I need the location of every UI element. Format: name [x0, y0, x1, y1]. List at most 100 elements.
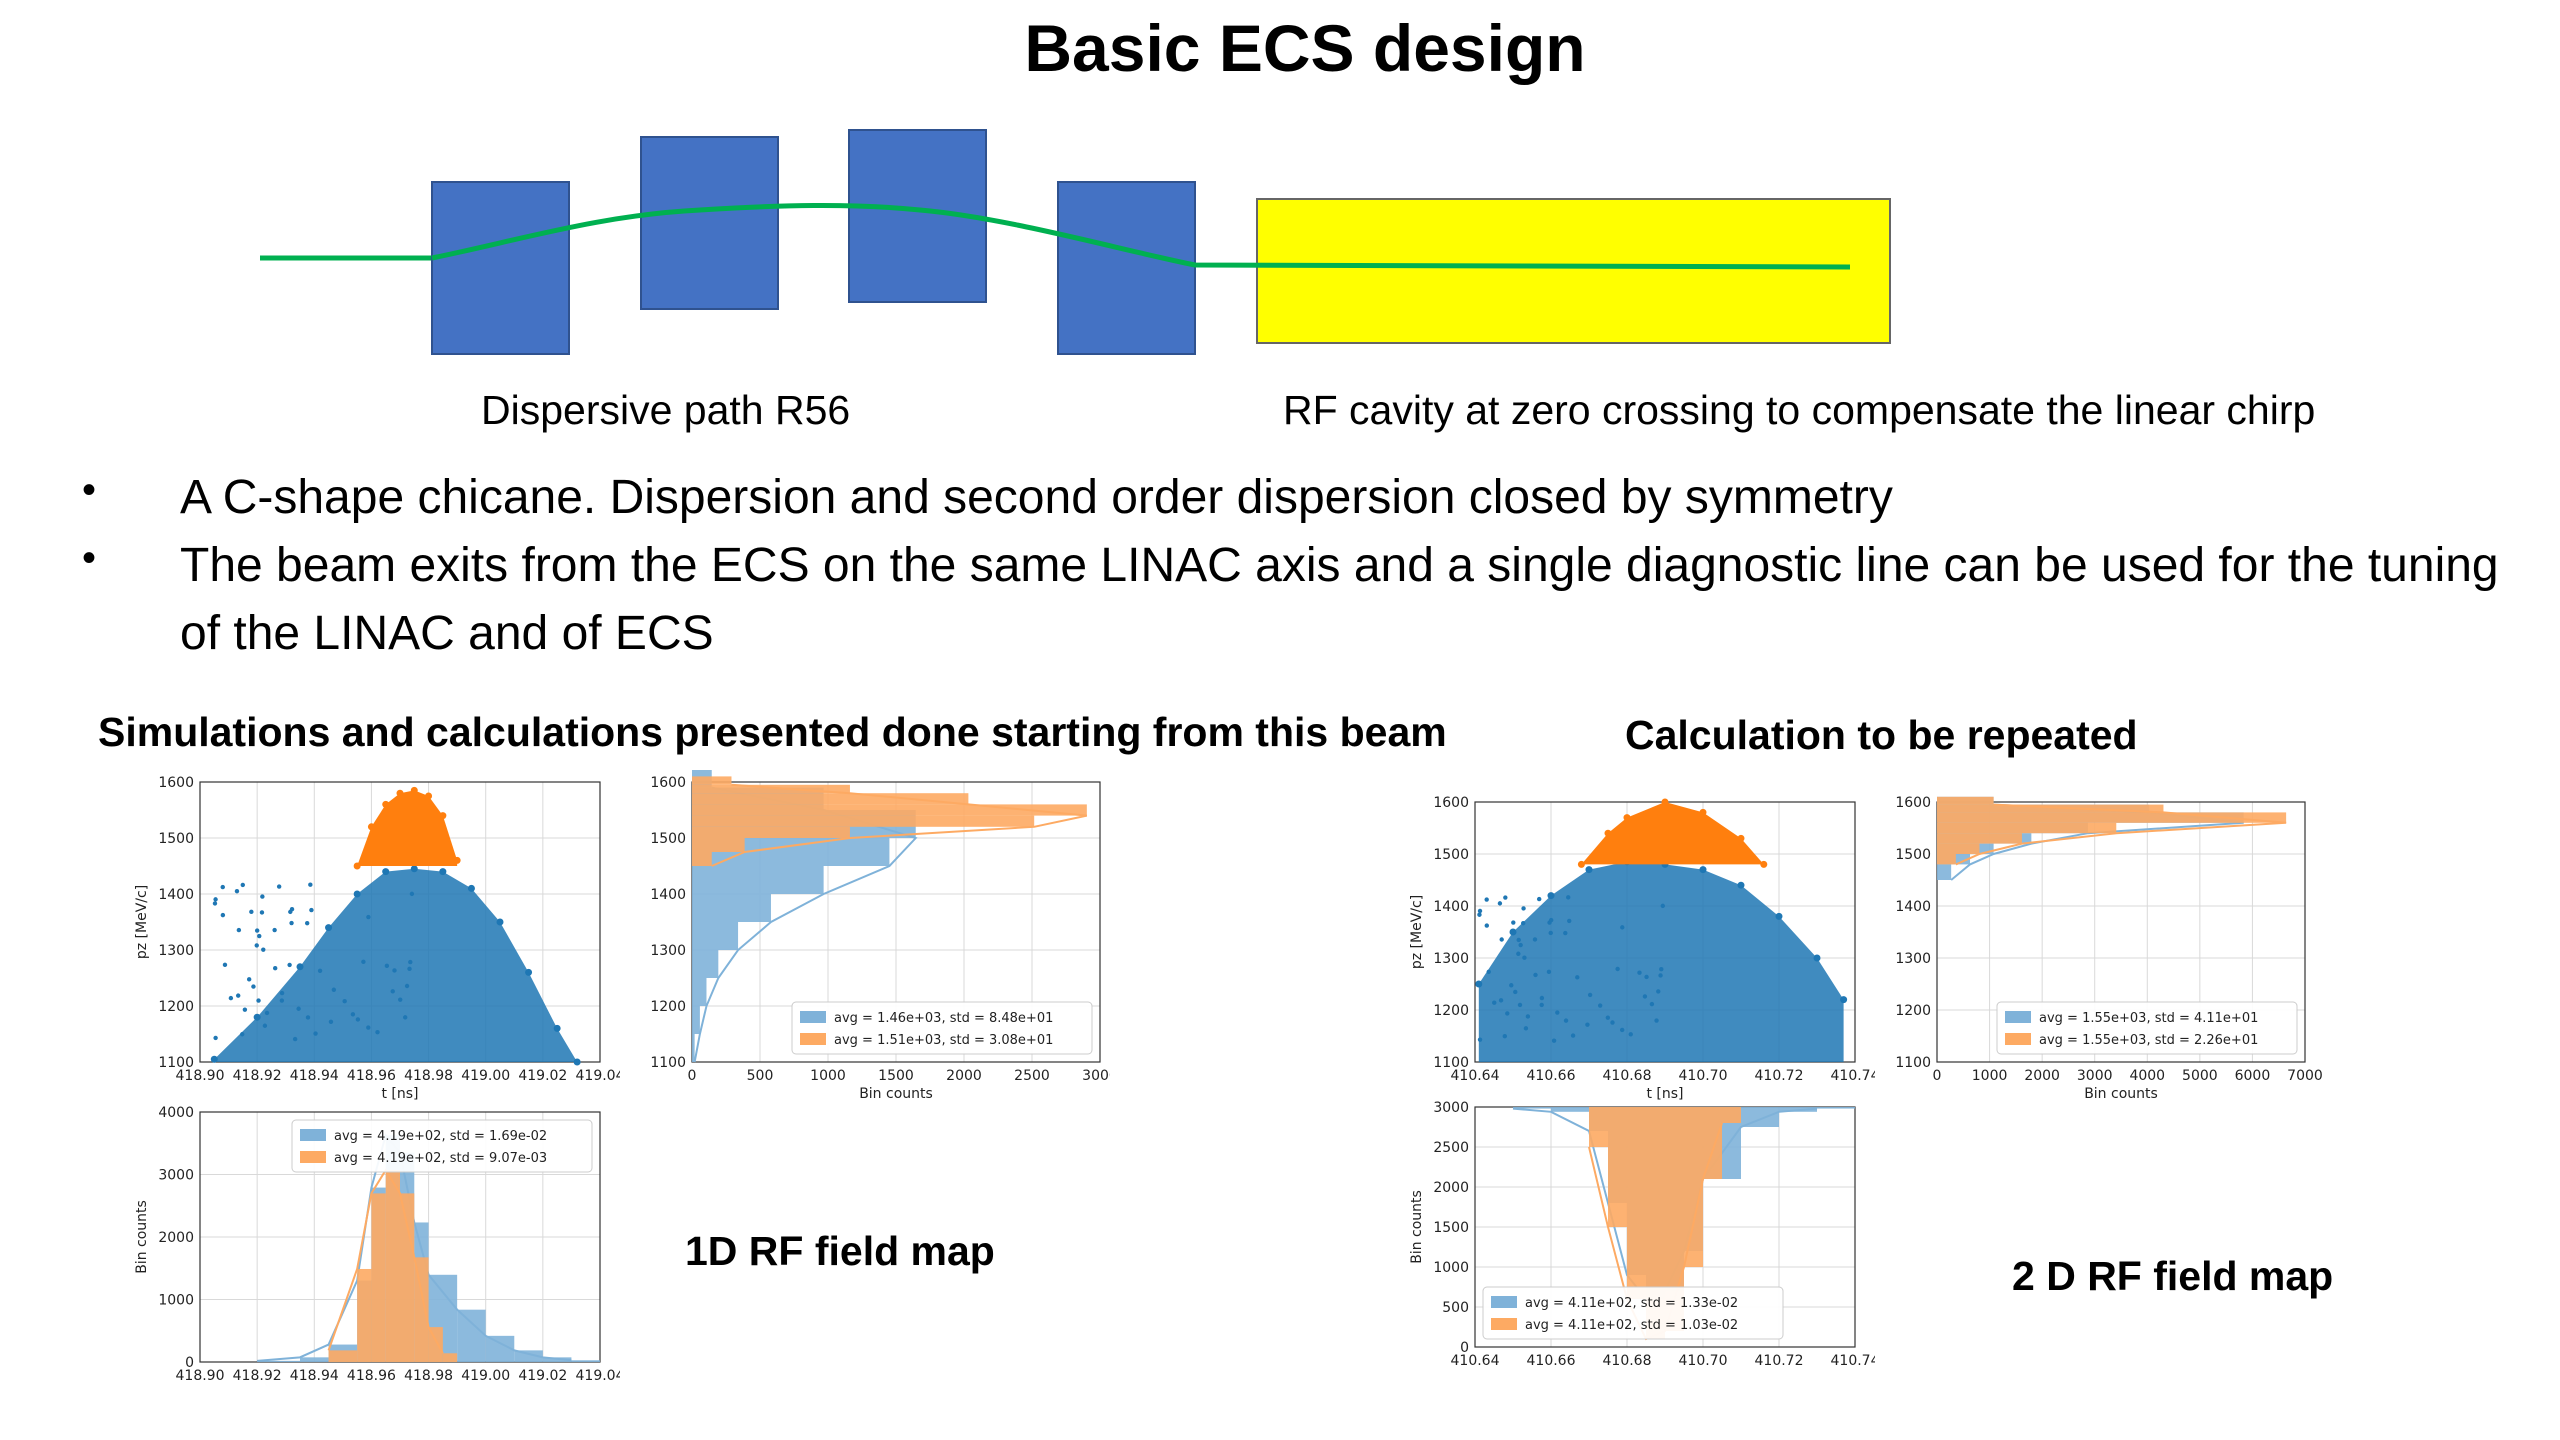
histogram-bar	[1937, 854, 1956, 865]
histogram-bar	[692, 894, 771, 922]
histogram-bar	[1589, 1107, 1608, 1147]
y-tick-label: 0	[1460, 1340, 1469, 1356]
y-tick-label: 1500	[158, 831, 194, 847]
x-tick-label: 1000	[1972, 1068, 2008, 1084]
x-tick-label: 418.90	[176, 1368, 225, 1384]
x-axis-label: Bin counts	[859, 1086, 933, 1100]
scatter-point	[1563, 930, 1568, 936]
scatter-point	[240, 882, 245, 888]
x-axis-label: Bin counts	[2084, 1086, 2158, 1100]
scatter-point	[342, 999, 347, 1004]
y-tick-label: 1300	[1895, 951, 1931, 967]
fit-curve	[327, 1168, 444, 1354]
y-tick-label: 3000	[1433, 1100, 1469, 1116]
scatter-point	[262, 1023, 268, 1028]
scatter-point	[1567, 918, 1572, 924]
scatter-point	[1533, 972, 1538, 978]
scatter-point	[251, 984, 256, 989]
x-tick-label: 1500	[878, 1068, 914, 1084]
x-axis-label: t [ns]	[381, 1086, 418, 1100]
scatter-point	[1522, 955, 1527, 960]
scatter-point	[1511, 920, 1516, 925]
histogram-bar	[414, 1257, 429, 1362]
scatter-point	[1505, 1011, 1510, 1016]
scatter-point	[264, 1010, 270, 1016]
y-axis-label: pz [MeV/c]	[134, 885, 150, 959]
scatter-point	[254, 928, 260, 933]
y-tick-label: 1300	[650, 943, 686, 959]
y-tick-label: 1500	[1433, 847, 1469, 863]
histogram-bar	[1937, 796, 1994, 805]
x-tick-label: 410.64	[1451, 1068, 1500, 1084]
scatter-point	[222, 962, 228, 968]
bullet-marker-2: •	[82, 536, 97, 580]
histogram-bar	[1665, 1107, 1684, 1331]
scatter-point	[1587, 992, 1593, 998]
legend-swatch	[300, 1151, 326, 1163]
scatter-point	[1492, 1000, 1497, 1005]
plot-frame	[1936, 801, 2306, 1063]
scatter-point	[304, 920, 310, 926]
scatter-point	[1518, 942, 1523, 948]
scatter-point	[403, 1015, 408, 1020]
x-tick-label: 410.72	[1755, 1068, 1804, 1084]
x-tick-label: 418.94	[290, 1368, 339, 1384]
legend-swatch	[2005, 1033, 2031, 1045]
scatter-point	[272, 966, 278, 971]
scatter-point	[1536, 896, 1542, 902]
histogram-bar	[428, 1327, 443, 1362]
legend-swatch	[1491, 1318, 1517, 1330]
legend-entry: avg = 1.55e+03, std = 2.26e+01	[2039, 1033, 2258, 1048]
y-tick-label: 1500	[650, 831, 686, 847]
y-tick-label: 1600	[1433, 795, 1469, 811]
scatter-point	[1486, 969, 1491, 974]
histogram-bar	[442, 1353, 458, 1362]
x-tick-label: 4000	[2129, 1068, 2165, 1084]
scatter-point	[1585, 1022, 1590, 1027]
x-tick-label: 410.70	[1679, 1068, 1728, 1084]
scatter-point	[1521, 906, 1526, 911]
legend-entry: avg = 4.11e+02, std = 1.33e-02	[1525, 1296, 1738, 1311]
x-tick-label: 5000	[2182, 1068, 2218, 1084]
x-tick-label: 418.96	[347, 1368, 396, 1384]
scatter-point	[1502, 1034, 1508, 1039]
scatter-point	[1620, 925, 1625, 930]
scatter-point	[398, 997, 403, 1002]
scatter-point	[287, 962, 292, 968]
scatter-point	[276, 884, 282, 889]
bullet-text-1: A C-shape chicane. Dispersion and second…	[180, 471, 1893, 524]
fit-curve	[693, 786, 918, 1063]
legend-box	[1996, 1001, 2298, 1055]
left-field-map-label: 1D RF field map	[685, 1228, 995, 1274]
scatter-point	[296, 1006, 301, 1011]
scatter-point	[242, 1007, 248, 1012]
x-tick-label: 418.90	[176, 1068, 225, 1084]
y-axis-label: pz [MeV/c]	[1409, 895, 1425, 969]
legend-entry: avg = 4.11e+02, std = 1.03e-02	[1525, 1318, 1738, 1333]
y-tick-label: 2000	[158, 1230, 194, 1246]
x-axis-label: t [ns]	[1646, 1086, 1683, 1100]
y-tick-label: 500	[1442, 1300, 1469, 1316]
x-tick-label: 418.98	[404, 1368, 453, 1384]
histogram-bar	[1937, 864, 1952, 880]
histogram-bar	[692, 784, 850, 794]
x-tick-label: 2500	[1014, 1068, 1050, 1084]
scatter-point	[1644, 974, 1649, 980]
scatter-point	[228, 995, 234, 1001]
scatter-point	[249, 909, 254, 915]
scatter-point	[213, 1035, 218, 1041]
scatter-point	[313, 1031, 318, 1036]
scatter-point	[390, 989, 395, 994]
scatter-point	[1539, 1002, 1544, 1008]
scatter-point	[1532, 937, 1538, 942]
histogram-bar	[692, 866, 824, 894]
y-tick-label: 1400	[1433, 899, 1469, 915]
scatter-point	[1517, 1002, 1523, 1008]
histogram-bar	[692, 793, 969, 805]
scatter-envelope	[1478, 861, 1844, 1062]
scatter-point	[407, 966, 412, 972]
right-panel-heading: Calculation to be repeated	[1625, 712, 2138, 758]
x-tick-label: 410.66	[1527, 1068, 1576, 1084]
slide-title: Basic ECS design	[1024, 11, 1586, 85]
scatter-point	[259, 910, 265, 915]
